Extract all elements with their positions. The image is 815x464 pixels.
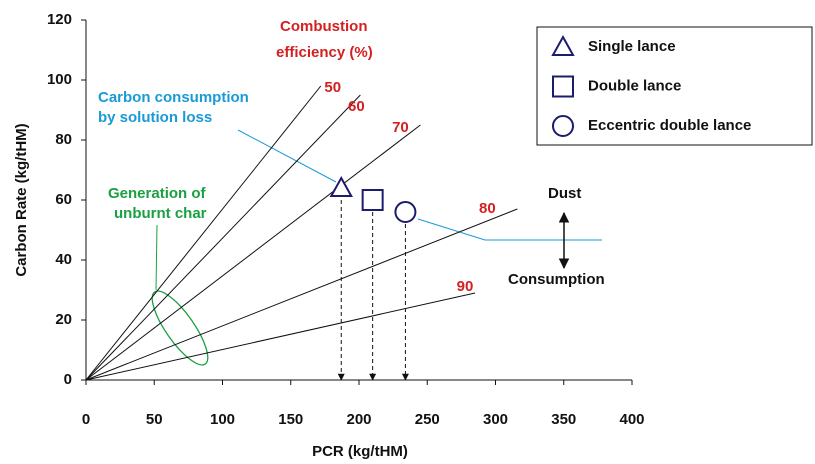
x-tick-label: 50 bbox=[146, 411, 163, 428]
efficiency-title: efficiency (%) bbox=[276, 44, 373, 61]
efficiency-line bbox=[85, 94, 361, 381]
marker-square bbox=[552, 75, 574, 98]
efficiency-label: 50 bbox=[324, 79, 341, 96]
x-tick-label: 400 bbox=[619, 411, 644, 428]
leader-line bbox=[417, 218, 602, 241]
x-tick-label: 200 bbox=[346, 411, 371, 428]
annotation: Dust bbox=[548, 185, 581, 202]
efficiency-title: Combustion bbox=[280, 18, 368, 35]
annotation: Consumption bbox=[508, 271, 605, 288]
leader-line bbox=[237, 129, 337, 183]
efficiency-label: 80 bbox=[479, 200, 496, 217]
x-tick-label: 0 bbox=[82, 411, 90, 428]
legend-label: Double lance bbox=[588, 77, 681, 94]
legend-label: Single lance bbox=[588, 38, 676, 55]
efficiency-label: 70 bbox=[392, 119, 409, 136]
y-tick-label: 100 bbox=[47, 71, 72, 88]
x-tick-label: 100 bbox=[210, 411, 235, 428]
legend bbox=[536, 26, 813, 146]
x-tick-label: 250 bbox=[415, 411, 440, 428]
x-tick-label: 150 bbox=[278, 411, 303, 428]
legend-label: Eccentric double lance bbox=[588, 117, 751, 134]
annotation: unburnt char bbox=[114, 205, 207, 222]
marker-triangle bbox=[551, 34, 575, 56]
annotation: Generation of bbox=[108, 185, 207, 202]
efficiency-line bbox=[85, 124, 421, 381]
y-tick-label: 60 bbox=[55, 191, 72, 208]
x-tick-label: 300 bbox=[483, 411, 508, 428]
marker-square bbox=[361, 189, 384, 211]
marker-circle bbox=[394, 201, 417, 223]
efficiency-line bbox=[85, 208, 518, 381]
region-ellipse bbox=[151, 290, 209, 366]
efficiency-label: 90 bbox=[457, 278, 474, 295]
y-tick-label: 120 bbox=[47, 11, 72, 28]
y-tick-label: 40 bbox=[55, 251, 72, 268]
annotation: Carbon consumption bbox=[98, 89, 249, 106]
leader-line bbox=[155, 224, 158, 291]
efficiency-line bbox=[85, 292, 476, 381]
annotation: by solution loss bbox=[98, 109, 212, 126]
marker-triangle bbox=[329, 175, 353, 197]
y-tick-label: 80 bbox=[55, 131, 72, 148]
x-axis-label: PCR (kg/tHM) bbox=[312, 443, 408, 460]
y-axis-label: Carbon Rate (kg/tHM) bbox=[13, 123, 30, 276]
y-tick-label: 0 bbox=[64, 371, 72, 388]
x-tick-label: 350 bbox=[551, 411, 576, 428]
y-tick-label: 20 bbox=[55, 311, 72, 328]
marker-circle bbox=[552, 115, 574, 137]
efficiency-line bbox=[85, 85, 322, 381]
efficiency-label: 60 bbox=[348, 98, 365, 115]
